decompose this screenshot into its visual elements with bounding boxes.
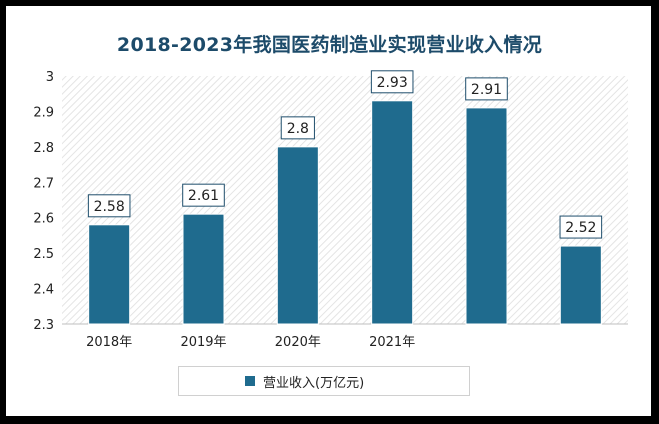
bar	[276, 146, 319, 325]
x-tick-label: 2020年	[275, 335, 321, 350]
data-label-box	[280, 116, 315, 140]
data-label-box	[370, 70, 414, 94]
y-tick-label: 2.3	[33, 318, 54, 333]
data-label-box	[182, 183, 225, 207]
data-label: 2.91	[471, 82, 502, 98]
y-tick-label: 2.5	[33, 247, 54, 262]
y-tick-label: 2.6	[33, 212, 54, 227]
x-tick-label: 2018年	[86, 335, 132, 350]
y-tick-label: 2.7	[33, 176, 54, 191]
bar	[371, 100, 414, 325]
data-label-box	[559, 215, 603, 239]
y-tick-label: 2.8	[33, 141, 54, 156]
chart-title: 2018-2023年我国医药制造业实现营业收入情况	[116, 34, 543, 56]
data-label: 2.58	[94, 199, 125, 215]
bar	[465, 107, 508, 325]
data-label: 2.93	[377, 75, 408, 91]
bar	[182, 213, 225, 325]
legend: 营业收入(万亿元)	[178, 366, 470, 396]
data-label: 2.61	[188, 188, 219, 204]
legend-swatch	[245, 376, 255, 386]
y-tick-label: 2.9	[33, 105, 54, 120]
data-label-box	[87, 194, 131, 218]
data-label: 2.52	[565, 220, 596, 236]
y-tick-label: 3	[46, 70, 54, 85]
plot-area	[62, 76, 628, 324]
data-label: 2.8	[287, 121, 309, 137]
bar	[88, 224, 131, 325]
x-tick-label: 2019年	[180, 335, 226, 350]
y-tick-label: 2.4	[33, 283, 54, 298]
x-tick-label: 2021年	[369, 335, 415, 350]
data-label-box	[465, 77, 508, 101]
bar	[559, 245, 602, 325]
legend-label: 营业收入(万亿元)	[263, 376, 365, 391]
